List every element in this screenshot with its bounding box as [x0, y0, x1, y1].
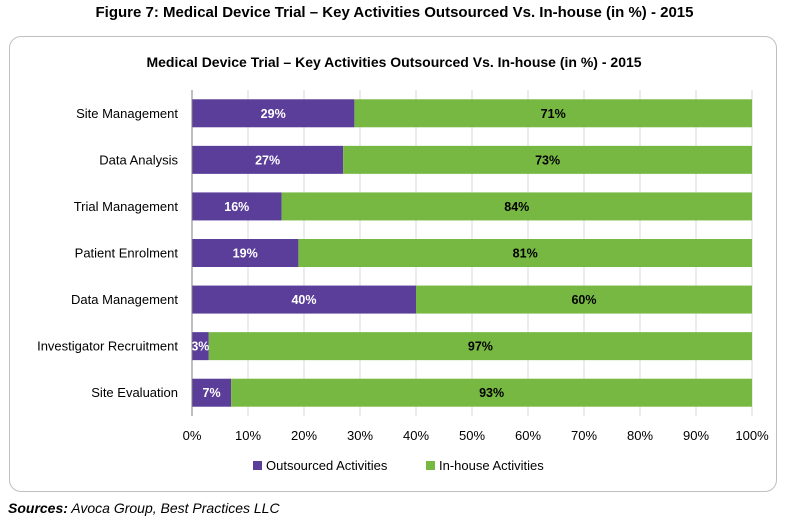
sources-text: Avoca Group, Best Practices LLC: [67, 500, 280, 516]
x-tick-label: 30%: [347, 428, 373, 443]
category-label: Data Analysis: [99, 152, 178, 167]
category-label: Data Management: [71, 292, 178, 307]
category-label: Site Management: [76, 106, 178, 121]
x-tick-label: 60%: [515, 428, 541, 443]
bar-outsourced: [192, 239, 299, 267]
bar-outsourced: [192, 378, 232, 407]
x-tick-label: 50%: [459, 428, 485, 443]
sources-label: Sources:: [8, 500, 68, 516]
x-tick-label: 80%: [627, 428, 653, 443]
x-tick-label: 90%: [683, 428, 709, 443]
bar-inhouse: [343, 145, 752, 174]
bar-inhouse: [416, 285, 752, 314]
bar-inhouse: [231, 378, 752, 407]
x-tick-label: 0%: [183, 428, 202, 443]
legend-swatch: [253, 461, 262, 470]
x-tick-label: 20%: [291, 428, 317, 443]
data-label: 16%: [224, 200, 249, 214]
category-label: Patient Enrolment: [75, 246, 179, 261]
category-label: Trial Management: [74, 199, 179, 214]
data-label: 60%: [571, 293, 596, 307]
data-label: 19%: [233, 247, 258, 261]
data-label: 71%: [541, 107, 566, 121]
bar-inhouse: [281, 192, 752, 221]
bar-inhouse: [298, 239, 752, 267]
data-label: 73%: [535, 153, 560, 167]
data-label: 3%: [191, 340, 209, 354]
data-label: 27%: [255, 153, 280, 167]
data-label: 7%: [203, 386, 221, 400]
data-label: 81%: [513, 247, 538, 261]
x-tick-label: 70%: [571, 428, 597, 443]
legend-label: Outsourced Activities: [266, 458, 388, 473]
legend-swatch: [426, 461, 435, 470]
data-label: 84%: [504, 200, 529, 214]
x-tick-label: 10%: [235, 428, 261, 443]
bar-outsourced: [192, 99, 355, 128]
data-label: 93%: [479, 386, 504, 400]
sources-note: Sources: Avoca Group, Best Practices LLC: [8, 500, 280, 516]
bar-outsourced: [192, 192, 282, 221]
category-label: Investigator Recruitment: [37, 339, 178, 354]
x-tick-label: 100%: [735, 428, 769, 443]
category-label: Site Evaluation: [91, 385, 178, 400]
bar-outsourced: [192, 332, 209, 361]
bar-outsourced: [192, 145, 344, 174]
bar-inhouse: [354, 99, 752, 128]
figure-title: Figure 7: Medical Device Trial – Key Act…: [95, 4, 694, 21]
bar-inhouse: [208, 332, 753, 361]
data-label: 29%: [261, 107, 286, 121]
chart-title: Medical Device Trial – Key Activities Ou…: [146, 54, 641, 70]
bar-outsourced: [192, 285, 416, 314]
data-label: 40%: [291, 293, 316, 307]
x-tick-label: 40%: [403, 428, 429, 443]
data-label: 97%: [468, 340, 493, 354]
legend-label: In-house Activities: [439, 458, 544, 473]
